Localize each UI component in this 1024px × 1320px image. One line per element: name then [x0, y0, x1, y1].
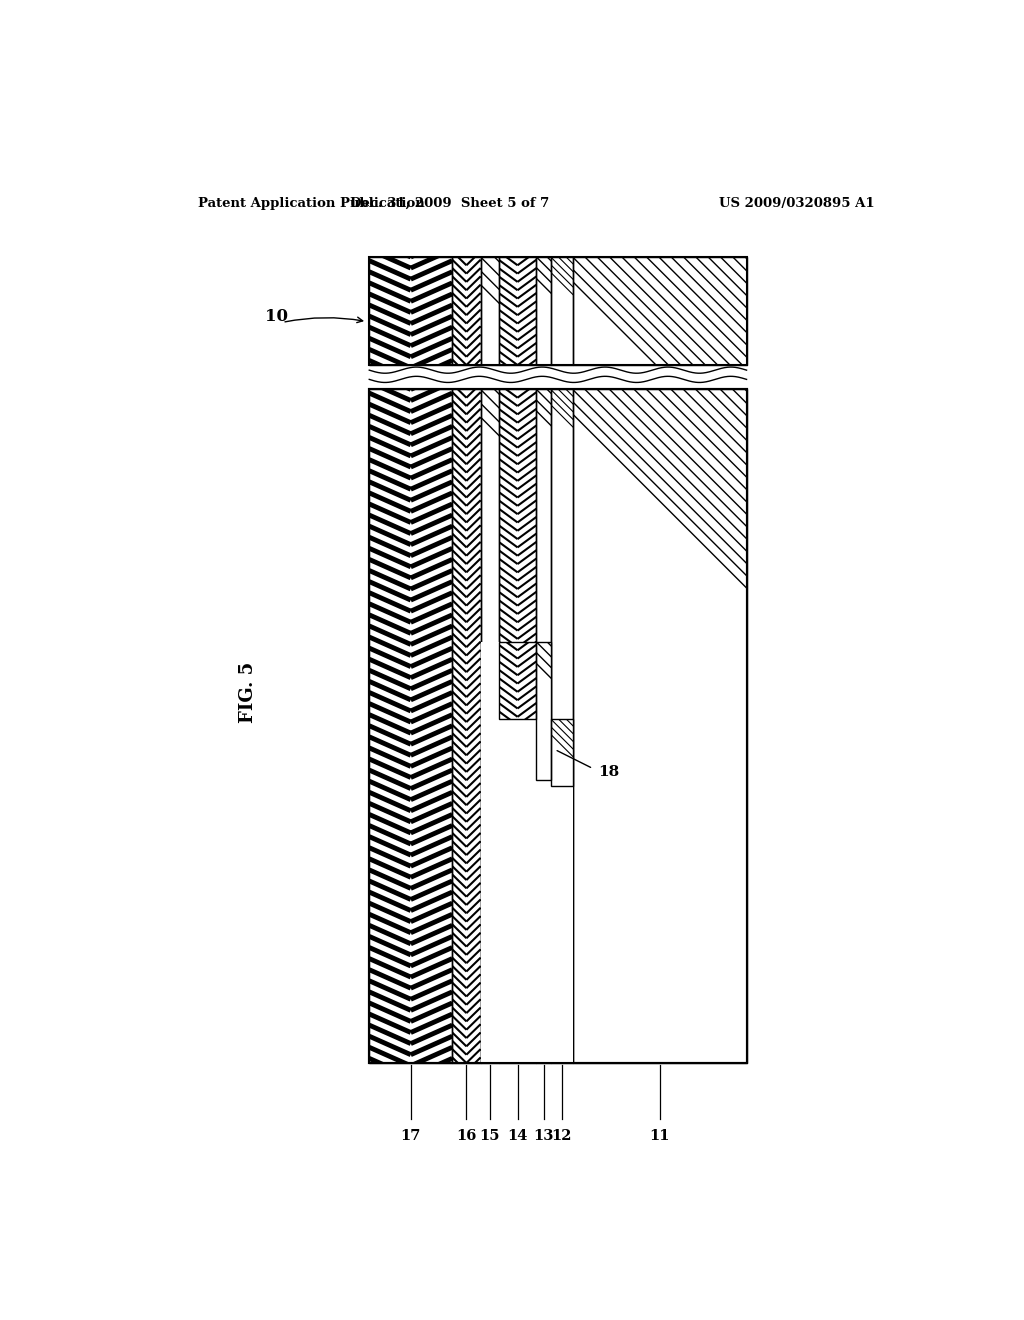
Bar — [551, 257, 572, 364]
Bar — [480, 389, 499, 1063]
Bar — [537, 257, 551, 364]
Bar — [370, 389, 453, 1063]
Text: FIG. 5: FIG. 5 — [239, 661, 257, 723]
Bar — [370, 389, 746, 1063]
Bar — [480, 257, 499, 364]
Text: 15: 15 — [479, 1129, 500, 1143]
Bar — [370, 257, 746, 364]
Bar — [370, 257, 453, 364]
Text: Dec. 31, 2009  Sheet 5 of 7: Dec. 31, 2009 Sheet 5 of 7 — [350, 197, 550, 210]
Text: Patent Application Publication: Patent Application Publication — [199, 197, 425, 210]
Text: 16: 16 — [457, 1129, 476, 1143]
Bar — [537, 389, 551, 1063]
Bar — [551, 719, 572, 785]
Bar — [499, 719, 551, 1063]
Bar — [499, 642, 537, 719]
Text: US 2009/0320895 A1: US 2009/0320895 A1 — [719, 197, 874, 210]
Text: 17: 17 — [400, 1129, 421, 1143]
Text: 13: 13 — [534, 1129, 554, 1143]
Bar — [499, 389, 537, 1063]
Bar — [537, 642, 551, 780]
Bar — [370, 389, 746, 1063]
Text: 18: 18 — [598, 766, 620, 780]
Bar — [551, 719, 572, 1063]
Text: 14: 14 — [507, 1129, 527, 1143]
Bar — [453, 389, 480, 1063]
Bar — [370, 389, 746, 1063]
Text: 12: 12 — [552, 1129, 572, 1143]
Bar — [499, 257, 537, 364]
Bar — [551, 389, 572, 1063]
Bar — [453, 257, 480, 364]
Bar — [572, 389, 746, 1063]
Text: 10: 10 — [265, 308, 289, 325]
Bar — [480, 642, 551, 1063]
Bar — [370, 257, 746, 364]
Text: 11: 11 — [649, 1129, 670, 1143]
Bar — [572, 257, 746, 364]
